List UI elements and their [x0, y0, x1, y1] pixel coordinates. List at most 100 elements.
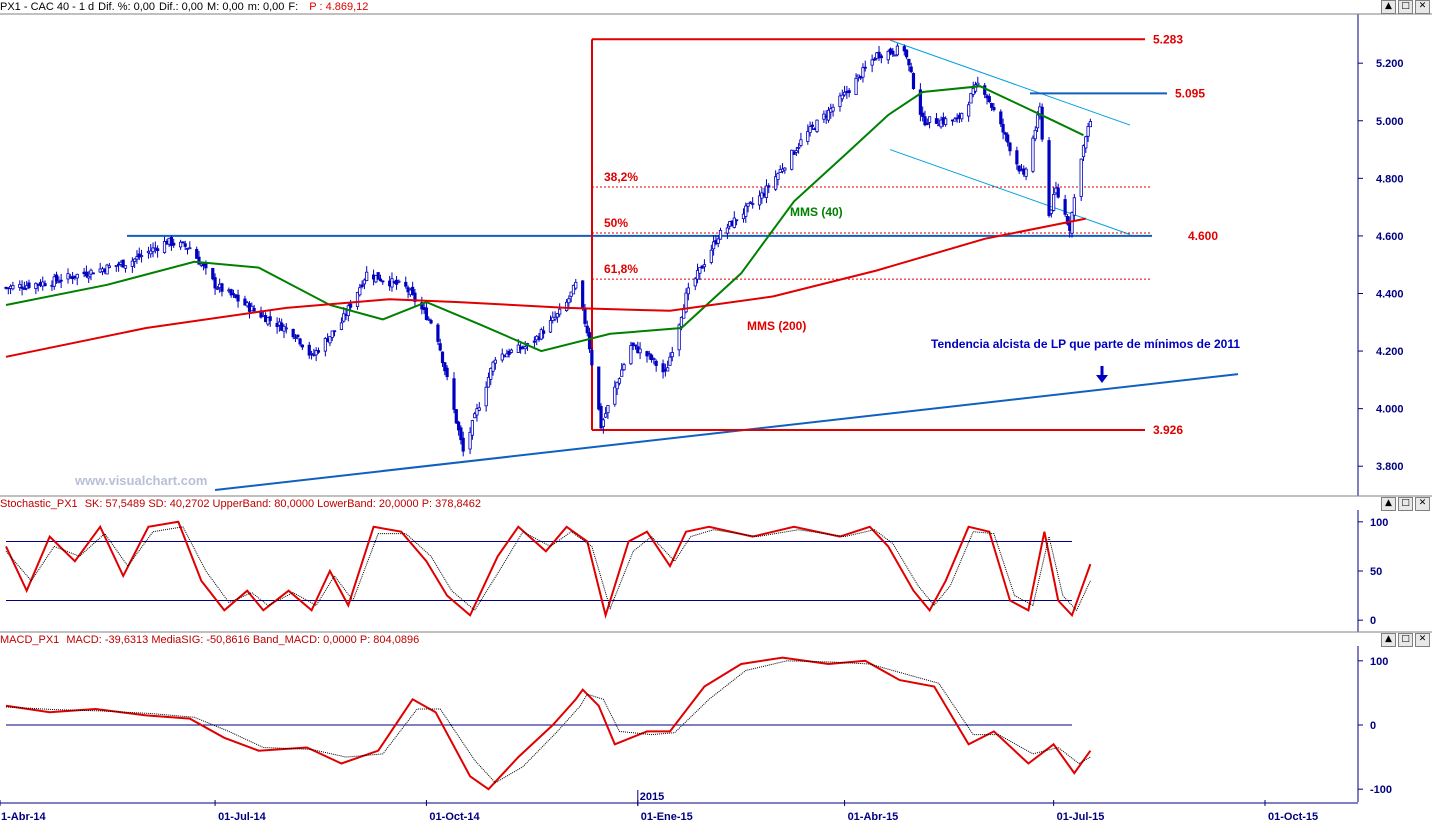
candle-body — [661, 363, 665, 373]
fibonacci-label: 38,2% — [604, 170, 638, 184]
candle-body — [564, 301, 569, 312]
candle-body — [130, 260, 134, 267]
candle-body — [895, 45, 900, 56]
candle-body — [507, 350, 511, 355]
candle-body — [43, 283, 47, 287]
candle-body — [332, 330, 337, 333]
price-ytick-label: 4.200 — [1376, 346, 1404, 358]
level-label: 3.926 — [1153, 423, 1183, 437]
candle-body — [806, 131, 810, 142]
candle-body — [666, 367, 670, 372]
candle-body — [404, 281, 408, 287]
candle-body — [156, 248, 160, 251]
price-header-item: M: 0,00 — [207, 1, 244, 13]
candle-body — [854, 77, 858, 95]
candle-body — [879, 55, 883, 59]
minimize-button[interactable]: ▲ — [1381, 497, 1396, 511]
candle-body — [500, 353, 504, 361]
close-button[interactable]: ✕ — [1415, 497, 1430, 511]
candle-body — [355, 292, 360, 307]
candle-body — [443, 362, 447, 372]
candle-body — [847, 90, 851, 94]
stoch-header-name: Stochastic_PX1 — [0, 498, 78, 510]
candle-body — [484, 386, 488, 407]
candle-body — [523, 346, 527, 350]
candle-body — [59, 279, 63, 282]
minimize-button[interactable]: ▲ — [1381, 633, 1396, 647]
candle-body — [698, 267, 702, 274]
candle-body — [826, 109, 831, 121]
candle-body — [183, 243, 187, 247]
candle-body — [365, 271, 369, 282]
candle-body — [477, 407, 481, 411]
fibonacci-label: 50% — [604, 216, 628, 230]
candle-body — [921, 112, 925, 117]
candle-body — [842, 91, 847, 96]
candle-body — [252, 307, 256, 312]
candle-body — [1086, 126, 1090, 137]
candle-body — [445, 367, 449, 378]
candle-body — [831, 106, 835, 112]
candle-body — [638, 348, 642, 354]
maximize-button[interactable]: □ — [1398, 497, 1413, 511]
x-tick-label: 01-Abr-15 — [848, 811, 899, 823]
candle-body — [686, 287, 690, 295]
candle-body — [1017, 165, 1021, 172]
candle-body — [1070, 212, 1074, 234]
candle-body — [151, 247, 155, 253]
candle-body — [229, 289, 233, 296]
candle-body — [179, 241, 183, 248]
candle-body — [75, 273, 79, 279]
candle-body — [647, 353, 651, 356]
candle-body — [505, 353, 509, 358]
candle-body — [872, 58, 877, 61]
arrow-icon — [1096, 375, 1108, 383]
candle-body — [489, 367, 493, 380]
candle-body — [475, 408, 479, 416]
candle-body — [583, 307, 587, 324]
candle-body — [296, 334, 300, 338]
macd-panel-window-buttons: ▲ □ ✕ — [1381, 633, 1430, 647]
macd-ytick-label: 100 — [1370, 656, 1388, 668]
channel-lower-line — [889, 149, 1131, 235]
candle-body — [54, 274, 59, 282]
candle-body — [169, 236, 174, 246]
candle-body — [725, 227, 729, 234]
candle-body — [969, 93, 973, 104]
candle-body — [215, 287, 219, 290]
candle-body — [1035, 114, 1040, 129]
candle-body — [18, 284, 22, 288]
candle-body — [907, 58, 911, 66]
price-panel-header: PX1 - CAC 40 - 1 d Dif. %: 0,00 Dif.: 0,00… — [0, 0, 1432, 14]
candle-body — [89, 269, 93, 275]
macd-line — [5, 656, 1092, 791]
candle-body — [52, 276, 56, 287]
candle-body — [84, 271, 89, 277]
candle-body — [585, 325, 589, 334]
channel-upper-line — [889, 39, 1131, 126]
stoch-ytick-label: 0 — [1370, 615, 1376, 627]
candle-body — [1088, 121, 1092, 128]
stoch-ytick-label: 50 — [1370, 566, 1382, 578]
candle-body — [1040, 106, 1044, 140]
candle-body — [291, 328, 295, 338]
candle-body — [597, 366, 601, 410]
price-ytick-label: 4.000 — [1376, 404, 1404, 416]
stoch-header-values: SK: 57,5489 SD: 40,2702 UpperBand: 80,00… — [84, 498, 482, 510]
candle-body — [925, 122, 929, 125]
price-header-item: m: 0,00 — [247, 1, 285, 13]
candle-body — [413, 292, 417, 302]
long-term-trendline — [214, 373, 1239, 491]
candle-body — [1084, 136, 1088, 149]
candle-body — [424, 307, 429, 320]
candle-body — [27, 282, 31, 288]
close-button[interactable]: ✕ — [1415, 633, 1430, 647]
candle-body — [1003, 132, 1007, 135]
maximize-button[interactable]: □ — [1398, 633, 1413, 647]
candle-body — [944, 118, 948, 125]
candle-body — [709, 249, 713, 263]
candle-body — [590, 350, 594, 366]
macd-line — [5, 660, 1091, 784]
candle-body — [863, 66, 867, 69]
candle-body — [87, 275, 91, 279]
